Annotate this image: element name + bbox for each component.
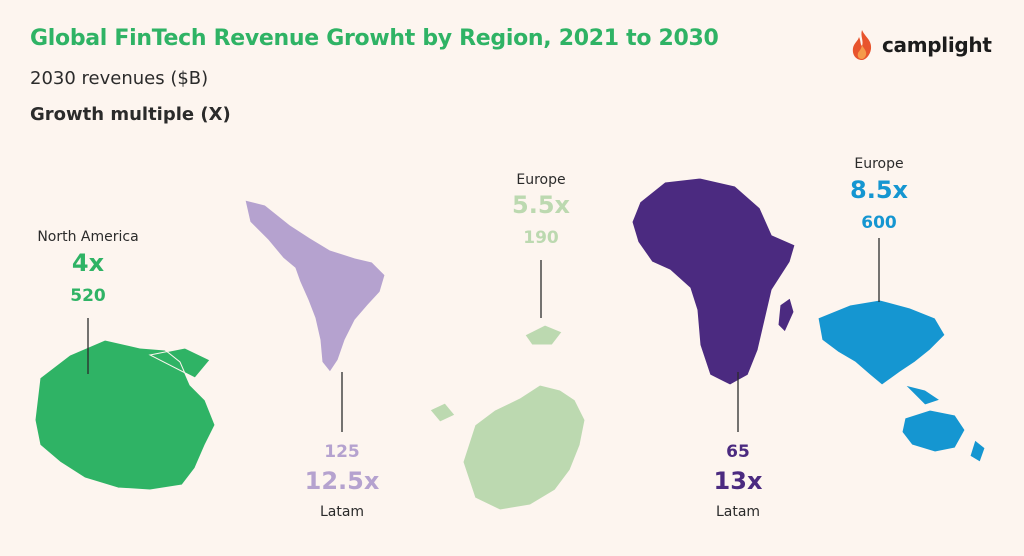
growth-multiple-label: 8.5x (850, 176, 909, 204)
revenue-label: 190 (523, 228, 559, 248)
revenue-label: 520 (70, 286, 106, 306)
revenue-label: 125 (324, 442, 360, 462)
region-group-1: 125 12.5x Latam (244, 199, 386, 520)
revenue-label: 600 (861, 213, 897, 233)
region-group-4: Europe 8.5x 600 (817, 156, 986, 463)
growth-multiple-label: 5.5x (512, 191, 571, 219)
chart-title: Global FinTech Revenue Growht by Region,… (30, 26, 719, 51)
region-group-0: North America 4x 520 (34, 229, 216, 491)
region-label: Europe (854, 156, 903, 172)
region-label: North America (37, 229, 138, 245)
region-shape (817, 299, 986, 463)
region-shape (34, 339, 216, 491)
chart-subtitle: 2030 revenues ($B) (30, 68, 209, 89)
region-shape (631, 177, 796, 386)
region-shape (244, 199, 386, 373)
region-shape (429, 324, 586, 511)
growth-multiple-label: 12.5x (305, 467, 380, 495)
region-group-2: Europe 5.5x 190 (429, 172, 586, 511)
region-group-3: 65 13x Latam (631, 177, 796, 520)
growth-multiple-label: 13x (714, 467, 763, 495)
region-label: Latam (320, 504, 364, 520)
revenue-label: 65 (726, 442, 750, 462)
growth-multiple-label: 4x (72, 249, 105, 277)
legend-label: Growth multiple (X) (30, 104, 231, 125)
flame-icon (852, 30, 872, 60)
region-label: Latam (716, 504, 760, 520)
brand-name: camplight (882, 33, 992, 57)
region-label: Europe (516, 172, 565, 188)
camplight-logo: camplight (850, 28, 992, 62)
